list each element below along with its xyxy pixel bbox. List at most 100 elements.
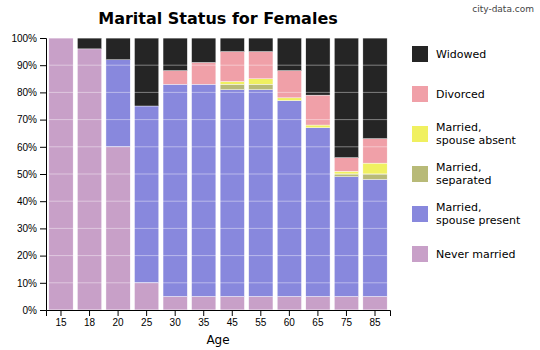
bar-segment: [192, 296, 216, 310]
bar-segment: [277, 296, 301, 310]
bar-segment: [306, 296, 330, 310]
legend-label-line: Married,: [436, 121, 481, 134]
tick-mark: [146, 310, 147, 316]
tick-label: 85: [369, 317, 381, 328]
y-axis: 0%10%20%30%40%50%60%70%80%90%100%: [11, 33, 46, 316]
tick-mark: [375, 310, 376, 316]
legend-label: Divorced: [436, 88, 485, 101]
grid: [46, 38, 390, 310]
bar-segment: [363, 179, 387, 296]
tick-label: 25: [141, 317, 153, 328]
tick-mark: [40, 120, 46, 121]
bar-segment: [220, 84, 244, 89]
tick-mark: [40, 256, 46, 257]
grid-line: [46, 174, 390, 175]
tick-label: 20%: [17, 250, 37, 261]
bar-segment: [134, 283, 158, 310]
tick: 60: [284, 310, 296, 328]
legend-label: Never married: [436, 248, 515, 261]
tick-label: 35: [198, 317, 210, 328]
tick-label: 80%: [17, 87, 37, 98]
legend-label-line: Never married: [436, 248, 515, 261]
grid-line: [46, 228, 390, 229]
tick-mark: [289, 310, 290, 316]
tick: 25: [141, 310, 153, 328]
bar-segment: [220, 52, 244, 82]
legend-swatch: [412, 206, 428, 222]
tick-mark: [40, 147, 46, 148]
legend-item: Never married: [412, 246, 515, 262]
bar-segment: [220, 38, 244, 52]
tick-label: 30%: [17, 223, 37, 234]
grid-line: [46, 282, 390, 283]
tick: 10%: [17, 278, 46, 289]
tick: 100%: [11, 33, 46, 44]
tick-mark: [89, 310, 90, 316]
legend-swatch: [412, 166, 428, 182]
x-axis: 151820253035455560657585: [47, 310, 391, 328]
tick: 35: [198, 310, 210, 328]
legend-item: Widowed: [412, 46, 486, 62]
axis-line: [40, 39, 47, 311]
legend-swatch: [412, 246, 428, 262]
series-bars: [77, 38, 387, 158]
bar-segment: [334, 158, 358, 172]
tick-label: 90%: [17, 60, 37, 71]
tick-mark: [346, 310, 347, 316]
bar-segment: [334, 38, 358, 158]
axis-line: [47, 311, 391, 317]
tick-label: 18: [84, 317, 96, 328]
tick-mark: [40, 201, 46, 202]
tick-mark: [40, 38, 46, 39]
grid-line: [46, 65, 390, 66]
tick-mark: [203, 310, 204, 316]
grid-line: [46, 146, 390, 147]
tick: 18: [84, 310, 96, 328]
bar-segment: [363, 38, 387, 139]
bar-segment: [363, 163, 387, 174]
grid-line: [46, 119, 390, 120]
bar-segment: [277, 38, 301, 71]
legend-item: Married,spouse present: [412, 201, 521, 227]
tick: 20%: [17, 250, 46, 261]
bar-segment: [363, 296, 387, 310]
bar-segment: [134, 38, 158, 106]
tick: 90%: [17, 60, 46, 71]
bar-segment: [277, 98, 301, 101]
bar-segment: [334, 177, 358, 297]
tick-label: 0%: [23, 305, 38, 316]
bar-segment: [363, 139, 387, 163]
bar-segment: [249, 79, 273, 84]
bar-segment: [306, 38, 330, 95]
series-bars: [220, 84, 387, 179]
tick: 45: [227, 310, 239, 328]
legend-label-line: Widowed: [436, 48, 486, 61]
tick-label: 60%: [17, 142, 37, 153]
legend-swatch: [412, 46, 428, 62]
tick: 60%: [17, 142, 46, 153]
tick-mark: [40, 310, 46, 311]
bar-segment: [220, 82, 244, 85]
bar-segment: [334, 296, 358, 310]
tick-mark: [317, 310, 318, 316]
bar-segment: [134, 106, 158, 283]
bar-segment: [249, 90, 273, 297]
bar-segment: [192, 62, 216, 84]
bar-segment: [77, 38, 101, 49]
bar-segment: [277, 71, 301, 98]
legend-swatch: [412, 86, 428, 102]
tick: 75: [341, 310, 353, 328]
tick-mark: [40, 92, 46, 93]
series-bars: [220, 79, 387, 174]
tick-mark: [40, 174, 46, 175]
tick-label: 70%: [17, 114, 37, 125]
grid-line: [46, 92, 390, 93]
legend-label-line: Divorced: [436, 88, 485, 101]
tick: 65: [312, 310, 324, 328]
tick-label: 20: [113, 317, 125, 328]
title: Marital Status for Females: [98, 9, 338, 28]
grid-line: [46, 201, 390, 202]
tick: 15: [55, 310, 67, 328]
tick: 20: [113, 310, 125, 328]
tick-label: 15: [55, 317, 67, 328]
